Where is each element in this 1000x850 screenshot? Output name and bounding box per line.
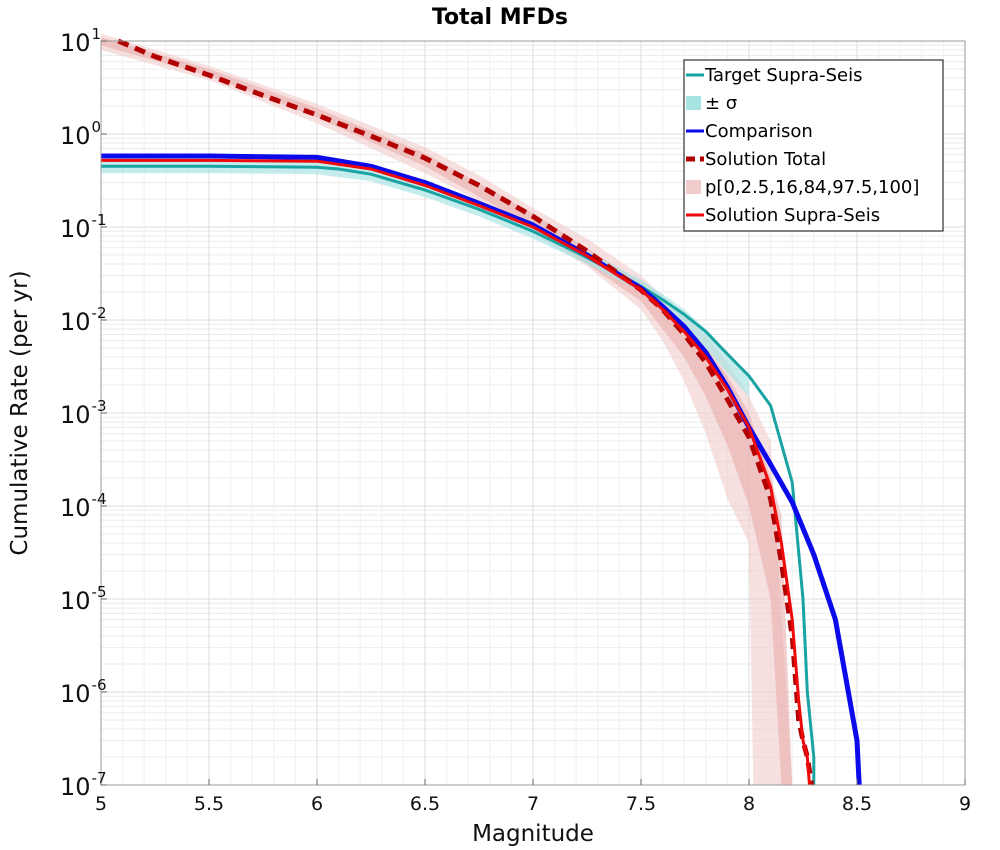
y-tick-label: 10-7	[60, 769, 107, 801]
series-line	[101, 164, 816, 785]
x-tick-label: 5.5	[194, 793, 224, 815]
y-tick-label: 10-3	[60, 397, 107, 429]
y-axis-ticks: 101 100 10-1 10-2 10-3 10-4 10-5 10-6 10-7	[60, 25, 107, 801]
legend-label: Comparison	[705, 121, 813, 142]
legend-label: Target Supra-Seis	[704, 65, 862, 86]
y-tick-label: 10-6	[60, 676, 107, 708]
legend-label: Solution Total	[705, 149, 826, 170]
y-tick-label: 10-1	[60, 211, 107, 243]
x-tick-label: 6.5	[410, 793, 440, 815]
uncertainty-band	[101, 33, 793, 786]
x-tick-label: 8.5	[842, 793, 872, 815]
x-axis-ticks: 5 5.5 6 6.5 7 7.5 8 8.5 9	[95, 779, 971, 815]
x-tick-label: 5	[95, 793, 107, 815]
x-tick-label: 7.5	[626, 793, 656, 815]
legend-box	[683, 59, 944, 232]
series-line	[101, 158, 811, 786]
bands	[101, 33, 793, 786]
y-tick-label: 101	[60, 25, 101, 57]
legend-swatch	[686, 180, 701, 194]
legend-label: ± σ	[705, 93, 737, 114]
series-lines	[101, 38, 862, 786]
x-tick-label: 9	[959, 793, 971, 815]
legend-label: Solution Supra-Seis	[705, 205, 880, 226]
uncertainty-band	[101, 160, 749, 397]
x-tick-label: 7	[527, 793, 539, 815]
x-tick-label: 6	[311, 793, 323, 815]
y-tick-label: 10-5	[60, 583, 107, 615]
x-tick-label: 8	[743, 793, 755, 815]
y-tick-label: 100	[60, 118, 101, 150]
y-tick-label: 10-4	[60, 490, 107, 522]
legend-swatch	[686, 96, 701, 110]
y-axis-label: Cumulative Rate (per yr)	[7, 270, 33, 555]
legend-label: p[0,2.5,16,84,97.5,100]	[705, 177, 919, 198]
y-tick-label: 10-2	[60, 304, 107, 336]
chart-title: Total MFDs	[432, 5, 568, 30]
x-axis-label: Magnitude	[472, 821, 594, 847]
series-line	[101, 153, 862, 786]
legend: Target Supra-Seis ± σ Comparison Solution T…	[683, 59, 944, 232]
